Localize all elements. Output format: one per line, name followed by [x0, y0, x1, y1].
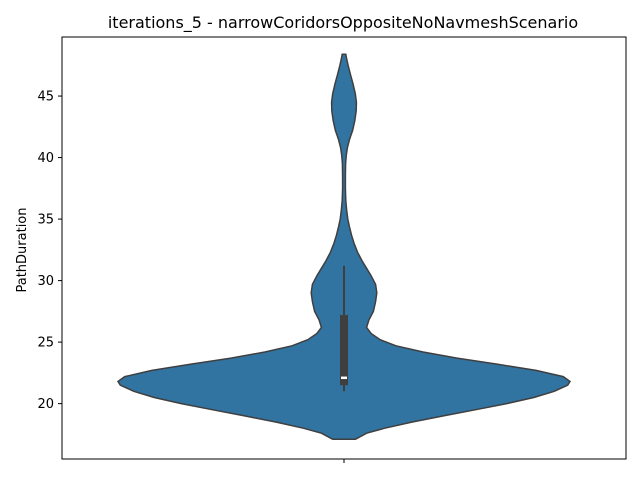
y-tick-label: 35 — [37, 213, 54, 228]
chart-title: iterations_5 - narrowCoridorsOppositeNoN… — [108, 13, 578, 33]
y-axis-label: PathDuration — [15, 207, 30, 292]
iqr-box — [340, 315, 348, 386]
y-axis: 20 25 30 35 40 45 — [37, 90, 62, 412]
y-tick-label: 20 — [37, 397, 54, 412]
y-tick-label: 25 — [37, 336, 54, 351]
violin-body — [116, 53, 572, 441]
plot-area — [116, 53, 572, 441]
y-tick-label: 40 — [37, 151, 54, 166]
y-tick-label: 45 — [37, 90, 54, 105]
y-tick-label: 30 — [37, 274, 54, 289]
